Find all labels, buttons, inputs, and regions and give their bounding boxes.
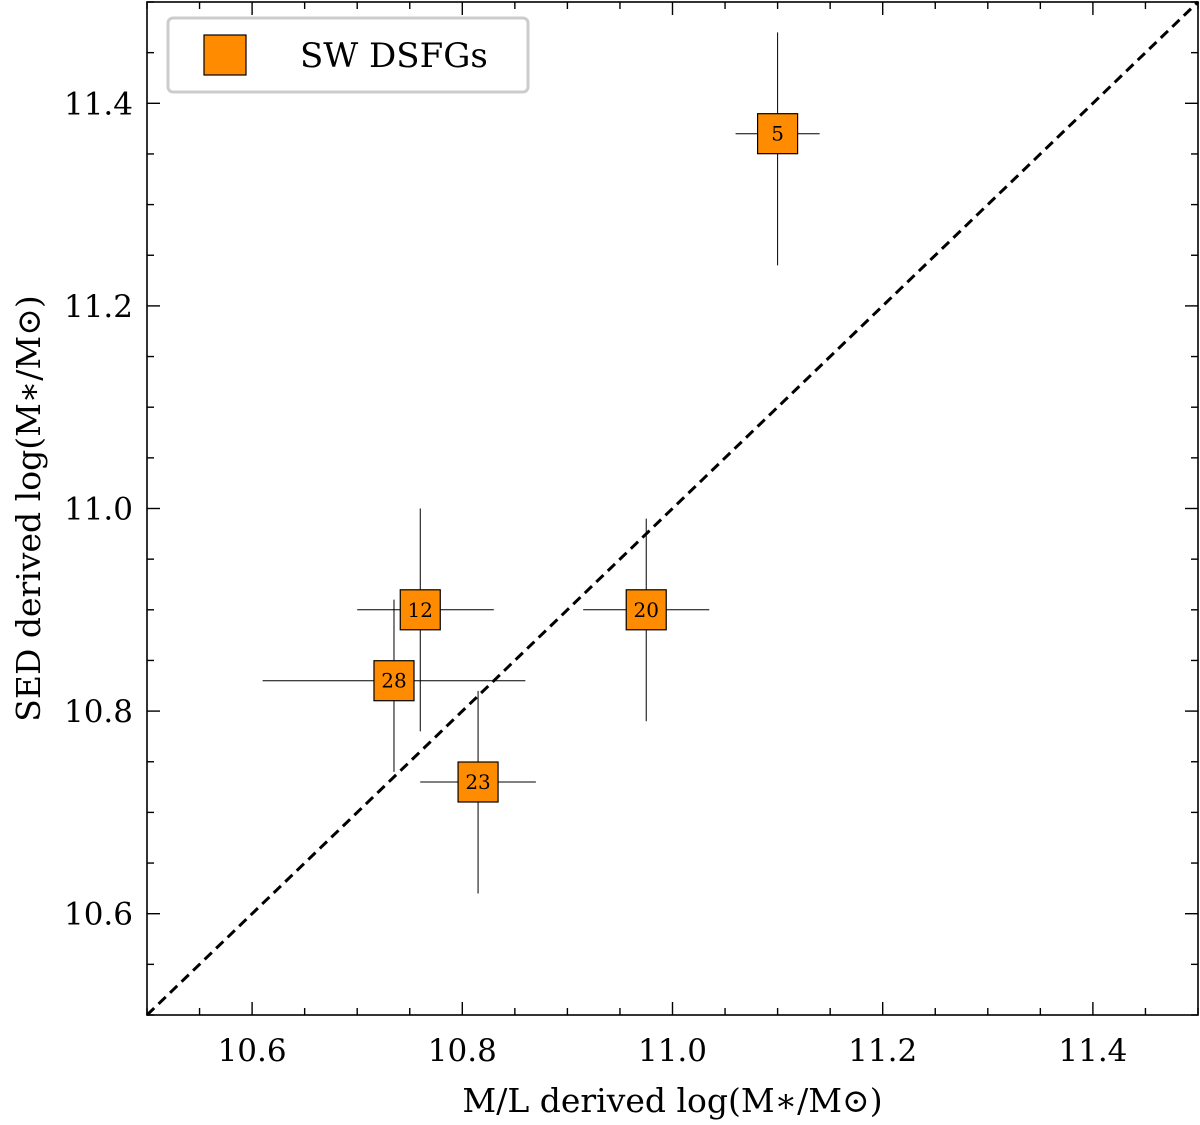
data-point-label: 23 [465,770,490,794]
ticks-layer: 10.6 10.8 11.0 11.2 11.4 10.6 10.8 11.0 11.2 11.4 [64,1,1199,1069]
data-point-marker [625,589,667,631]
data-point-label: 20 [633,598,658,622]
data-point-marker [457,761,499,803]
x-axis-title: M/L derived log(M∗/M⊙) [462,1081,882,1120]
reference-line-layer [145,0,1200,1017]
data-point-marker [373,660,415,702]
data-point-label: 12 [408,598,433,622]
x-tick-label: 10.8 [428,1033,497,1069]
points-layer: 5 12 20 28 23 [373,113,799,803]
data-point-marker [399,589,441,631]
y-tick-label: 10.6 [64,897,133,933]
data-point-label: 28 [381,669,406,693]
one-to-one-dashed-line [145,0,1200,1017]
x-tick-label: 10.6 [218,1033,287,1069]
y-tick-label: 11.0 [64,492,133,528]
y-axis-title: SED derived log(M∗/M⊙) [9,295,48,722]
legend: SW DSFGs [166,16,530,94]
x-tick-label: 11.2 [848,1033,917,1069]
plot-frame [146,1,1199,1016]
error-bars-layer [262,32,820,894]
legend-label: SW DSFGs [300,36,488,76]
x-tick-label: 11.4 [1058,1033,1127,1069]
data-point-marker [756,113,799,155]
legend-swatch [203,34,247,76]
y-tick-label: 11.2 [64,289,133,325]
legend-box [166,16,530,94]
y-tick-label: 10.8 [64,694,133,730]
data-point-label: 5 [771,122,784,146]
x-tick-label: 11.0 [638,1033,707,1069]
y-tick-label: 11.4 [64,86,133,122]
